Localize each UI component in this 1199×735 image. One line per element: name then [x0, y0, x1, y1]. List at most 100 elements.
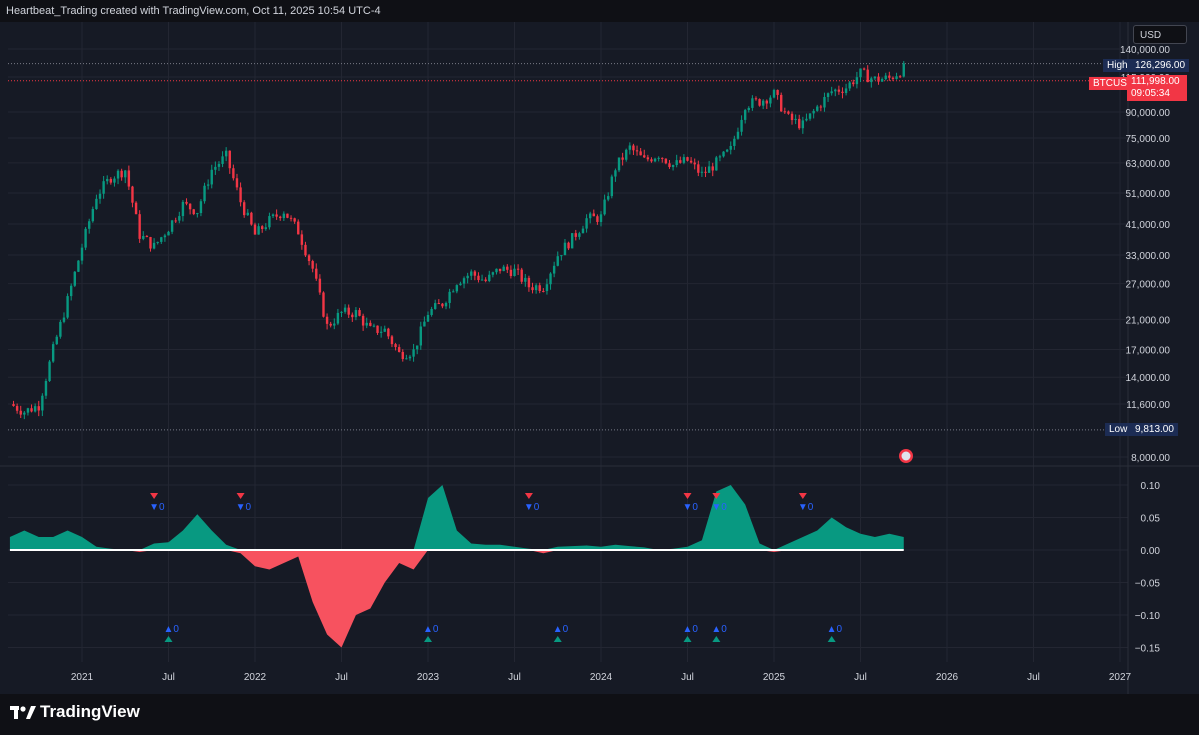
candle	[509, 269, 513, 277]
candle	[596, 216, 599, 222]
event-flag-icon-inner	[901, 451, 911, 461]
candle	[675, 160, 678, 165]
candle	[232, 168, 235, 179]
candle	[455, 285, 459, 292]
candle	[203, 185, 206, 202]
candle	[740, 119, 743, 132]
candle	[282, 213, 286, 219]
candle	[181, 201, 185, 217]
candle	[156, 241, 159, 243]
candle	[862, 68, 866, 70]
candle	[293, 218, 296, 222]
candle	[59, 321, 62, 337]
candle	[632, 145, 635, 151]
candle	[657, 157, 660, 159]
buy-signal-label: ▲0	[683, 624, 699, 635]
sell-signal-label: ▼0	[683, 502, 699, 513]
candle	[434, 303, 437, 309]
candle	[794, 118, 797, 121]
candle	[48, 361, 51, 381]
candle	[69, 285, 73, 297]
candle	[823, 96, 826, 108]
candle	[718, 156, 722, 158]
candle	[214, 166, 217, 170]
osc-axis-label: 0.00	[1141, 546, 1161, 557]
candle	[437, 303, 441, 305]
candle	[617, 157, 621, 171]
candle	[351, 314, 354, 318]
price-axis-label: 14,000.00	[1126, 373, 1171, 384]
candle	[271, 214, 275, 217]
candle	[625, 149, 628, 160]
candle	[888, 75, 891, 78]
candle	[235, 178, 239, 188]
candle	[387, 328, 390, 337]
candle	[279, 216, 282, 219]
time-axis-label: 2027	[1109, 672, 1132, 683]
price-axis-label: 11,600.00	[1126, 400, 1170, 411]
footer: TradingView	[0, 694, 1199, 735]
price-axis-label: 17,000.00	[1126, 346, 1171, 357]
candle	[801, 120, 805, 129]
candle	[44, 380, 48, 396]
header-text: Heartbeat_Trading created with TradingVi…	[6, 5, 381, 17]
candle	[242, 202, 246, 216]
candle	[495, 268, 498, 273]
candle	[300, 234, 304, 245]
time-axis-label: Jul	[1027, 672, 1040, 683]
candle	[661, 157, 664, 159]
candle	[592, 213, 595, 217]
candle	[693, 162, 696, 165]
candle	[340, 311, 343, 313]
candle	[891, 77, 895, 79]
candle	[365, 322, 368, 326]
candle	[84, 228, 87, 248]
candle	[120, 170, 123, 178]
time-axis-label: 2024	[590, 672, 613, 683]
candle	[423, 321, 426, 327]
sell-signal-label: ▼0	[798, 502, 814, 513]
price-axis-label: 21,000.00	[1126, 315, 1171, 326]
candle	[639, 151, 642, 156]
candle	[289, 217, 293, 219]
candle	[841, 91, 844, 93]
candle	[66, 296, 69, 318]
candle	[534, 285, 538, 291]
candle	[62, 317, 66, 322]
candle	[315, 268, 318, 279]
time-axis-label: 2025	[763, 672, 786, 683]
buy-signal-label: ▲0	[827, 624, 843, 635]
candle	[758, 99, 761, 106]
tradingview-logo[interactable]: TradingView	[10, 702, 140, 722]
symbol-tag: BTCUSD	[1089, 77, 1139, 90]
time-axis-label: Jul	[681, 672, 694, 683]
price-axis-label: 63,000.00	[1126, 159, 1171, 170]
candle	[776, 89, 779, 95]
time-axis-label: Jul	[854, 672, 867, 683]
candle	[250, 212, 253, 225]
currency-button[interactable]: USD	[1133, 25, 1187, 44]
candle	[679, 160, 682, 163]
candle	[722, 151, 725, 157]
candle	[333, 323, 336, 326]
candle	[895, 76, 898, 79]
candle	[635, 150, 639, 152]
buy-signal-label: ▲0	[553, 624, 569, 635]
sell-signal-label: ▼0	[236, 502, 252, 513]
candle	[376, 325, 379, 333]
candle	[152, 242, 156, 249]
candle	[902, 63, 905, 77]
candle	[15, 406, 19, 411]
candle	[769, 97, 772, 104]
price-axis-label: 75,000.00	[1126, 134, 1171, 145]
candle	[41, 395, 44, 411]
price-axis-label: 140,000.00	[1120, 45, 1170, 56]
candle	[199, 201, 203, 214]
candle	[808, 113, 812, 119]
candle	[783, 111, 787, 113]
btc-chart[interactable]: ▼0▼0▼0▼0▼0▼0▲0▲0▲0▲0▲0▲0140,000.00115,00…	[0, 0, 1199, 694]
candle	[628, 145, 632, 150]
candle	[178, 216, 181, 221]
tradingview-brand: TradingView	[40, 702, 140, 721]
candle	[210, 169, 213, 185]
